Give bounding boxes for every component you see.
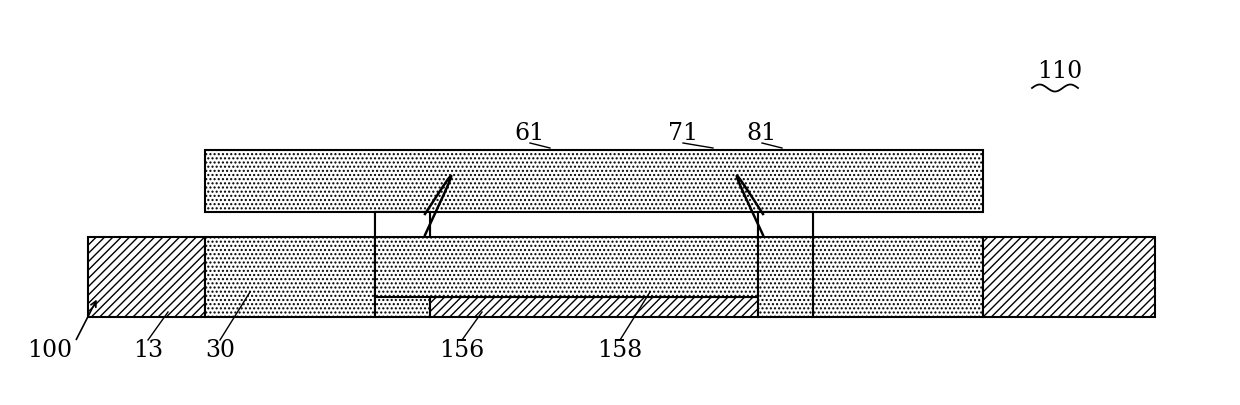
Bar — [983, 237, 1154, 317]
Text: 30: 30 — [205, 339, 236, 362]
Text: 13: 13 — [133, 339, 164, 362]
Text: 110: 110 — [1038, 60, 1083, 82]
Bar — [813, 237, 983, 317]
Bar — [205, 151, 983, 213]
Bar — [88, 237, 205, 317]
Bar — [374, 213, 430, 237]
Text: 156: 156 — [439, 339, 485, 362]
Bar — [758, 213, 813, 237]
Text: 100: 100 — [27, 339, 73, 362]
Text: 81: 81 — [746, 122, 777, 145]
Bar — [758, 213, 813, 317]
Bar — [430, 297, 758, 317]
Text: 61: 61 — [515, 122, 546, 145]
Bar — [205, 237, 374, 317]
Bar — [374, 213, 430, 317]
Text: 71: 71 — [668, 122, 698, 145]
Bar — [374, 237, 758, 297]
Text: 158: 158 — [598, 339, 642, 362]
